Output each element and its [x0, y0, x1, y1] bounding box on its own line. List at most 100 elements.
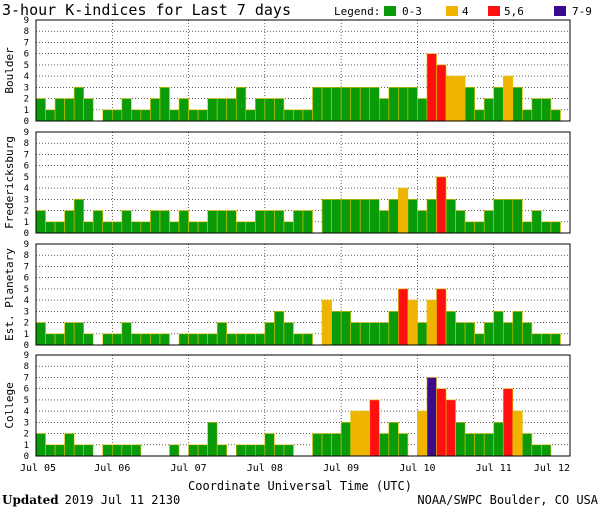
k-index-bar: [378, 210, 390, 234]
k-index-bar: [274, 210, 285, 234]
legend-swatch: [446, 6, 458, 16]
k-index-bar: [159, 87, 170, 122]
k-index-bar: [121, 210, 132, 234]
k-index-bar: [245, 333, 256, 346]
k-index-bar: [197, 333, 208, 346]
y-tick-label: 0: [24, 117, 29, 127]
k-index-bar: [169, 444, 180, 457]
y-tick-label: 1: [24, 218, 29, 228]
k-index-bar: [531, 444, 542, 457]
k-index-bar: [340, 422, 351, 457]
k-index-bar: [426, 299, 437, 346]
k-index-bar: [502, 322, 514, 346]
k-index-bar: [83, 333, 94, 346]
k-index-bar: [121, 98, 132, 122]
legend-entry-label: 0-3: [402, 5, 422, 18]
panel-frame: [35, 131, 571, 234]
k-index-bar: [255, 98, 266, 122]
legend-entry-label: 5,6: [504, 5, 524, 18]
k-index-bar: [407, 199, 418, 234]
k-index-bar: [216, 98, 228, 122]
updated-value: 2019 Jul 11 2130: [65, 493, 181, 507]
y-tick-label: 5: [24, 173, 29, 183]
k-index-bar: [541, 333, 552, 346]
k-index-bar: [283, 221, 294, 234]
k-index-bar: [235, 444, 247, 457]
k-index-bar: [483, 433, 495, 457]
k-index-bar: [398, 187, 409, 234]
k-index-bar: [312, 433, 323, 457]
legend-label: Legend:: [334, 5, 380, 18]
panels: 0123456789Boulder0123456789Fredericksbur…: [3, 16, 571, 462]
x-tick-label: Jul 08: [247, 463, 283, 474]
k-index-bar: [54, 221, 65, 234]
k-index-bar: [159, 333, 170, 346]
k-index-bar: [378, 98, 390, 122]
k-index-bar: [398, 87, 409, 122]
updated-text: Updated 2019 Jul 11 2130: [2, 493, 180, 507]
updated-label: Updated: [2, 493, 59, 507]
legend-swatch: [554, 6, 566, 16]
k-index-bar: [83, 98, 94, 122]
k-index-bar: [178, 333, 189, 346]
k-index-bar: [102, 444, 113, 457]
k-index-bar: [245, 221, 256, 234]
k-index-bar: [207, 333, 218, 346]
y-tick-label: 0: [24, 341, 29, 351]
k-index-bar: [226, 210, 237, 234]
k-index-bar: [235, 221, 247, 234]
k-index-bar: [417, 210, 428, 234]
k-index-bar: [493, 199, 504, 234]
k-index-bar: [73, 322, 84, 346]
k-index-bar: [102, 333, 113, 346]
k-index-bar: [388, 422, 399, 457]
y-tick-label: 0: [24, 452, 29, 462]
panel-frame: [35, 19, 571, 122]
k-index-bar: [426, 199, 437, 234]
k-index-bar: [169, 109, 180, 122]
k-index-bar: [54, 333, 65, 346]
k-index-bar: [188, 333, 199, 346]
k-index-bar: [245, 444, 256, 457]
x-tick-label: Jul 09: [323, 463, 359, 474]
k-index-bar: [378, 433, 390, 457]
x-tick-label: Jul 06: [94, 463, 130, 474]
k-index-bar: [140, 333, 151, 346]
panel-label: Est. Planetary: [3, 248, 16, 341]
k-index-bar: [445, 199, 456, 234]
k-index-bar: [274, 98, 285, 122]
y-tick-label: 7: [24, 150, 29, 160]
y-tick-label: 9: [24, 351, 29, 361]
k-index-bar: [350, 199, 361, 234]
k-index-bar: [522, 221, 533, 234]
y-tick-label: 3: [24, 83, 29, 93]
k-index-bar: [512, 410, 523, 457]
k-index-bar: [35, 210, 46, 234]
k-index-bar: [493, 87, 504, 122]
k-index-bar: [493, 311, 504, 346]
footer: Updated 2019 Jul 11 2130 NOAA/SWPC Boulde…: [2, 493, 599, 507]
k-index-bar: [388, 87, 399, 122]
k-index-bar: [111, 333, 123, 346]
legend-swatch: [488, 6, 500, 16]
k-index-bar: [359, 199, 371, 234]
y-tick-label: 9: [24, 128, 29, 138]
k-index-bar: [35, 322, 46, 346]
k-index-bar: [150, 98, 161, 122]
k-index-bar: [369, 399, 380, 457]
y-tick-label: 5: [24, 61, 29, 71]
y-tick-label: 9: [24, 16, 29, 26]
panel-label: Fredericksburg: [3, 136, 16, 229]
k-index-bar: [407, 87, 418, 122]
k-index-bar: [235, 87, 247, 122]
panel-label: College: [3, 382, 16, 428]
y-tick-label: 6: [24, 385, 29, 395]
x-tick-label: Jul 11: [476, 463, 512, 474]
y-tick-label: 8: [24, 251, 29, 261]
k-index-bar: [302, 109, 313, 122]
k-index-bar: [455, 75, 466, 122]
k-index-bar: [340, 311, 351, 346]
y-tick-label: 4: [24, 296, 29, 306]
k-index-bar: [398, 433, 409, 457]
k-index-bar: [321, 299, 332, 346]
